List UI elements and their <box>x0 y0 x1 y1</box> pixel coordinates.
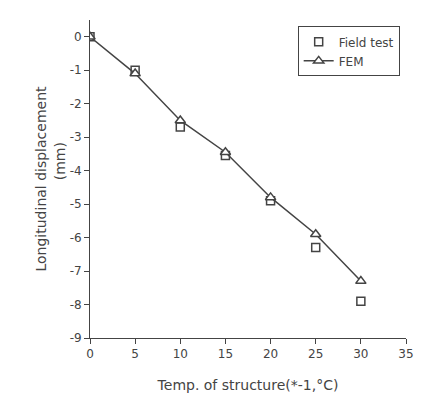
svg-text:-2: -2 <box>70 97 82 111</box>
svg-text:-6: -6 <box>70 231 82 245</box>
svg-text:20: 20 <box>263 347 278 361</box>
svg-text:Longitudinal displacement: Longitudinal displacement (mm) <box>33 86 67 272</box>
svg-text:Field test: Field test <box>339 36 394 50</box>
svg-text:-9: -9 <box>70 331 82 345</box>
svg-text:0: 0 <box>74 30 82 44</box>
svg-text:-5: -5 <box>70 197 82 211</box>
svg-text:Temp. of structure(*-1,°C): Temp. of structure(*-1,°C) <box>157 377 339 393</box>
svg-text:-7: -7 <box>70 264 82 278</box>
svg-text:10: 10 <box>173 347 188 361</box>
svg-text:15: 15 <box>218 347 233 361</box>
svg-text:-8: -8 <box>70 298 82 312</box>
svg-text:30: 30 <box>353 347 368 361</box>
svg-text:35: 35 <box>398 347 413 361</box>
svg-text:FEM: FEM <box>339 55 364 69</box>
svg-text:-4: -4 <box>70 164 82 178</box>
svg-text:0: 0 <box>86 347 94 361</box>
svg-text:25: 25 <box>308 347 323 361</box>
svg-text:-1: -1 <box>70 63 82 77</box>
svg-text:5: 5 <box>131 347 139 361</box>
svg-text:-3: -3 <box>70 130 82 144</box>
